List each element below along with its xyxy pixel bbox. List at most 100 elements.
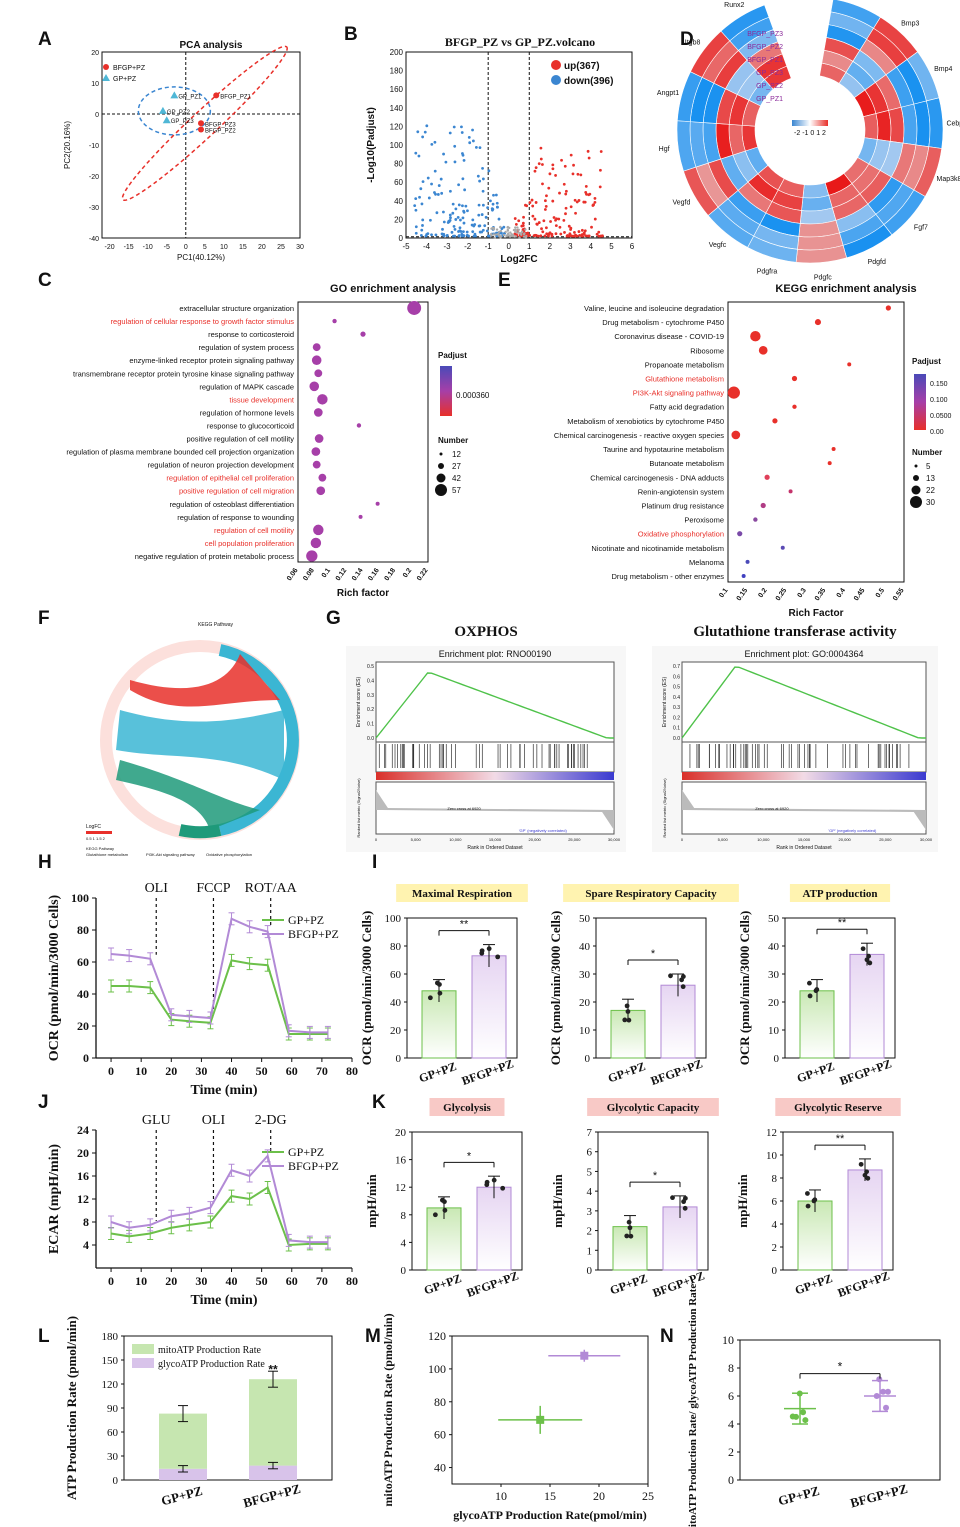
data-dot [682, 1205, 688, 1211]
volcano-point [522, 215, 525, 219]
volcano-point [484, 215, 488, 219]
heatmap-cell [802, 182, 830, 199]
volcano-point [435, 211, 439, 215]
volcano-point [548, 231, 552, 235]
volcano-point [599, 168, 602, 172]
volcano-point [436, 193, 440, 196]
panel-letter-H: H [38, 852, 52, 873]
data-dot [442, 1207, 448, 1213]
volcano-point [545, 194, 548, 198]
volcano-point [560, 158, 563, 162]
volcano-point [413, 204, 417, 207]
data-dot [626, 1219, 632, 1225]
panel-letter-D: D [680, 29, 694, 50]
y-tick: 2 [772, 1242, 778, 1254]
panel-letter-G: G [326, 608, 341, 629]
heatmap-cell [863, 113, 879, 140]
panel-letter-L: L [38, 1326, 50, 1347]
x-tick: 0 [108, 1064, 114, 1078]
x-tick: 10 [135, 1274, 147, 1288]
x-tick: -10 [143, 244, 153, 251]
bar [476, 1186, 512, 1271]
x-axis-label: Rich factor [337, 588, 389, 599]
y-tick: 12 [766, 1127, 777, 1139]
data-dot [793, 1413, 800, 1420]
neg-label: 'GP' (negatively correlated) [519, 828, 568, 833]
term-label: regulation of cell motility [214, 526, 294, 535]
legend-title: KEGG Pathway [86, 846, 114, 851]
volcano-point [449, 216, 452, 220]
volcano-point [446, 221, 450, 224]
volcano-point [543, 234, 547, 238]
data-dot [880, 1388, 887, 1395]
legend-title: Padjust [912, 357, 941, 366]
volcano-point [414, 231, 418, 235]
x-tick: 0 [375, 837, 378, 842]
series-line [110, 917, 328, 1034]
y-tick: 20 [768, 997, 780, 1009]
legend-label: Glutathione metabolism [86, 852, 129, 857]
data-dot [876, 1376, 883, 1383]
volcano-point [476, 174, 480, 178]
volcano-point [492, 193, 495, 197]
x-tick: 0.35 [814, 587, 828, 602]
legend-label: GP+PZ [288, 1145, 324, 1159]
data-dot [883, 1404, 890, 1411]
data-dot [864, 957, 870, 963]
volcano-point [597, 234, 601, 238]
es-curve [681, 666, 926, 739]
volcano-point [562, 182, 566, 186]
y-tick: 100 [428, 1362, 446, 1376]
y-axis-label: ATP Production Rate (pmol/min) [64, 1316, 79, 1500]
x-tick: 0.12 [335, 567, 349, 582]
data-dot [437, 982, 442, 987]
data-dot [628, 1233, 634, 1239]
term-label: Drug metabolism - other enzymes [611, 572, 724, 581]
enrichment-bubble [306, 550, 318, 562]
significance-label: * [467, 1150, 472, 1162]
gene-label: Fgf7 [914, 224, 928, 231]
injection-label: 2-DG [255, 1113, 287, 1128]
panel-letter-B: B [344, 24, 358, 45]
y-tick: -40 [89, 236, 99, 243]
volcano-point [461, 153, 465, 157]
x-tick: 0.16 [367, 567, 381, 582]
es-panel [375, 661, 615, 743]
y-axis-label: OCR (pmol/min/3000 Cells) [359, 911, 374, 1066]
volcano-point [508, 226, 511, 230]
volcano-point [429, 218, 432, 222]
x-tick: 30,000 [920, 837, 933, 842]
volcano-point [539, 157, 543, 161]
sample-label: BFGP_PZ1 [220, 94, 251, 100]
gene-label: Cebpd [946, 120, 960, 127]
legend-bubble [436, 473, 446, 483]
y-tick: 150 [102, 1355, 119, 1367]
series-line [111, 959, 328, 1035]
volcano-point [511, 235, 515, 238]
axes-frame [597, 1131, 709, 1271]
x-tick: GP+PZ [422, 1271, 463, 1297]
volcano-point [478, 146, 482, 149]
y-tick: 0 [401, 1265, 407, 1277]
sample-label: GP_PZ2 [167, 110, 191, 116]
data-dot [680, 984, 686, 990]
heatmap-cell [888, 106, 905, 144]
x-tick: 30 [195, 1274, 207, 1288]
volcano-point [540, 227, 543, 231]
x-tick: 5,000 [411, 837, 422, 842]
volcano-point [564, 189, 568, 193]
term-label: regulation of system process [199, 343, 295, 352]
volcano-point [564, 206, 568, 210]
enrichment-bubble [792, 404, 797, 409]
volcano-point [557, 217, 561, 221]
data-dot [626, 1017, 632, 1023]
enrichment-bubble [772, 418, 778, 424]
y-tick: 20 [77, 1146, 89, 1160]
x-tick: 15,000 [798, 837, 811, 842]
y-axis-label: Enrichment score (ES) [662, 677, 668, 728]
gene-label: Vegfd [672, 199, 690, 206]
axes-frame [451, 1335, 649, 1485]
y-tick: -10 [89, 143, 99, 150]
volcano-point [481, 189, 485, 193]
volcano-point [460, 234, 464, 238]
